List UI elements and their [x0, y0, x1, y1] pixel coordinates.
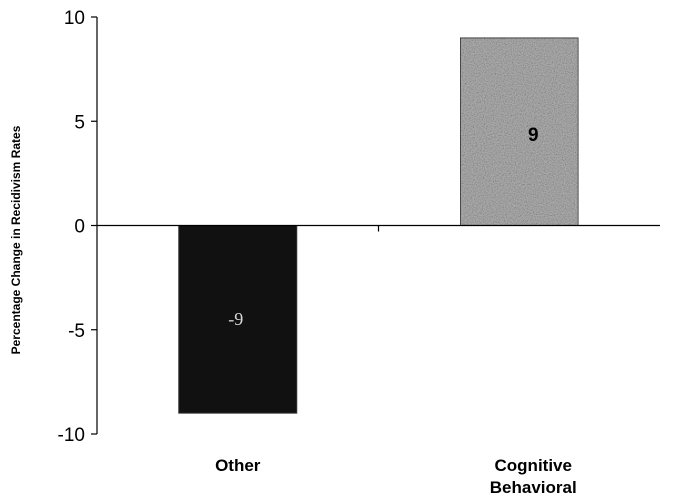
- y-tick-label-4: -10: [58, 425, 85, 446]
- bars-layer: [178, 37, 579, 414]
- axes-layer: [91, 16, 660, 435]
- category-label-1-line-1: Behavioral: [490, 478, 577, 497]
- y-tick-label-3: -5: [68, 321, 85, 342]
- data-label-0: -9: [228, 309, 243, 329]
- y-tick-label-1: 5: [74, 112, 85, 133]
- category-label-1-line-0: Cognitive: [495, 456, 572, 475]
- bar-0: [178, 225, 298, 414]
- labels-layer: -9 Other 9 Cognitive Behavioral 10 5 0 -5 -10: [58, 8, 577, 497]
- data-label-1: 9: [528, 125, 539, 146]
- category-label-0: Other: [215, 456, 261, 475]
- bar-1: [459, 37, 579, 226]
- y-tick-label-2: 0: [74, 217, 85, 238]
- y-tick-label-0: 10: [64, 8, 85, 29]
- y-axis-title: Percentage Change in Recidivism Rates: [9, 125, 23, 354]
